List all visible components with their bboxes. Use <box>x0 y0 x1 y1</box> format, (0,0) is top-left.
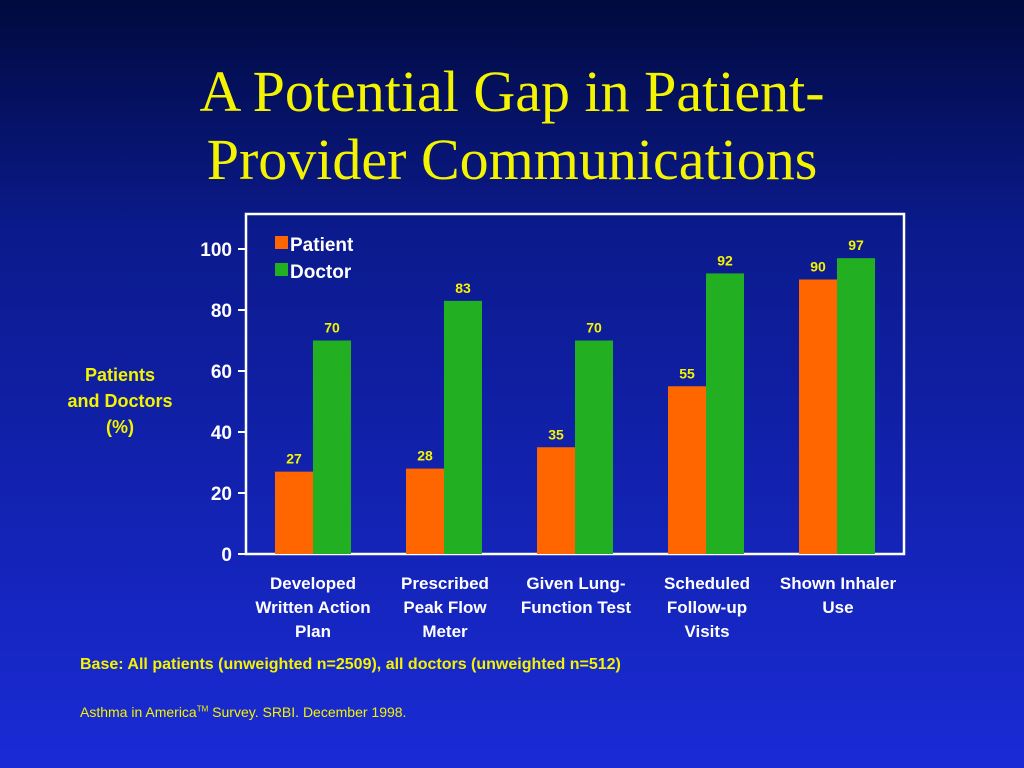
category-label-line: Plan <box>295 622 331 641</box>
patient-value-label: 28 <box>417 448 433 464</box>
category-label-line: Scheduled <box>664 574 750 593</box>
patient-value-label: 27 <box>286 451 302 467</box>
y-tick-label: 100 <box>200 240 232 261</box>
category-label-line: Given Lung- <box>526 574 626 593</box>
y-tick-label: 0 <box>221 545 232 566</box>
source-suffix: Survey. SRBI. December 1998. <box>208 704 407 720</box>
category-label-line: Prescribed <box>401 574 489 593</box>
patient-bar <box>406 468 444 554</box>
category-label: Given Lung- Function Test <box>506 572 646 620</box>
title-line-2: Provider Communications <box>206 127 818 192</box>
category-label-line: Written Action <box>255 598 371 617</box>
slide-title: A Potential Gap in Patient- Provider Com… <box>0 58 1024 194</box>
category-label-line: Follow-up <box>666 598 748 617</box>
category-label: Developed Written Action Plan <box>243 572 383 644</box>
patient-value-label: 90 <box>810 259 826 275</box>
category-label: Scheduled Follow-up Visits <box>637 572 777 644</box>
patient-bar <box>275 471 313 554</box>
legend-label: Doctor <box>290 262 352 283</box>
category-label-line: Use <box>822 598 854 617</box>
doctor-bar <box>706 273 744 554</box>
patient-value-label: 35 <box>548 426 564 442</box>
y-axis-label-line-2: and Doctors <box>67 391 173 411</box>
category-label-line: Peak Flow <box>403 598 487 617</box>
category-label-line: Visits <box>684 622 730 641</box>
source-prefix: Asthma in America <box>80 704 197 720</box>
doctor-value-label: 97 <box>848 237 864 253</box>
legend-swatch <box>275 263 288 276</box>
y-tick-label: 80 <box>211 301 232 322</box>
patient-bar <box>537 447 575 554</box>
patient-value-label: 55 <box>679 365 695 381</box>
category-label-line: Developed <box>270 574 356 593</box>
trademark-mark: TM <box>196 704 209 714</box>
doctor-bar <box>575 340 613 554</box>
doctor-bar <box>837 258 875 554</box>
y-axis-label-line-1: Patients <box>84 365 156 385</box>
category-label-line: Shown Inhaler <box>779 574 897 593</box>
y-axis-label-line-3: (%) <box>106 417 134 437</box>
category-label: Shown Inhaler Use <box>768 572 908 620</box>
patient-bar <box>799 279 837 554</box>
patient-bar <box>668 386 706 554</box>
base-note: Base: All patients (unweighted n=2509), … <box>80 656 621 673</box>
doctor-value-label: 70 <box>324 320 340 336</box>
doctor-value-label: 70 <box>586 320 602 336</box>
category-label-line: Function Test <box>520 598 632 617</box>
category-label: Prescribed Peak Flow Meter <box>375 572 515 644</box>
title-line-1: A Potential Gap in Patient- <box>199 59 825 124</box>
y-axis-label: Patients and Doctors (%) <box>52 362 188 440</box>
category-label-line: Meter <box>422 622 468 641</box>
y-tick-label: 40 <box>211 423 232 444</box>
doctor-bar <box>313 340 351 554</box>
legend-label: Patient <box>290 235 354 256</box>
doctor-value-label: 83 <box>455 280 471 296</box>
doctor-value-label: 92 <box>717 252 733 268</box>
doctor-bar <box>444 300 482 554</box>
legend-swatch <box>275 236 288 249</box>
source-note: Asthma in AmericaTM Survey. SRBI. Decemb… <box>80 704 406 720</box>
y-tick-label: 60 <box>211 362 232 383</box>
y-tick-label: 20 <box>211 484 232 505</box>
